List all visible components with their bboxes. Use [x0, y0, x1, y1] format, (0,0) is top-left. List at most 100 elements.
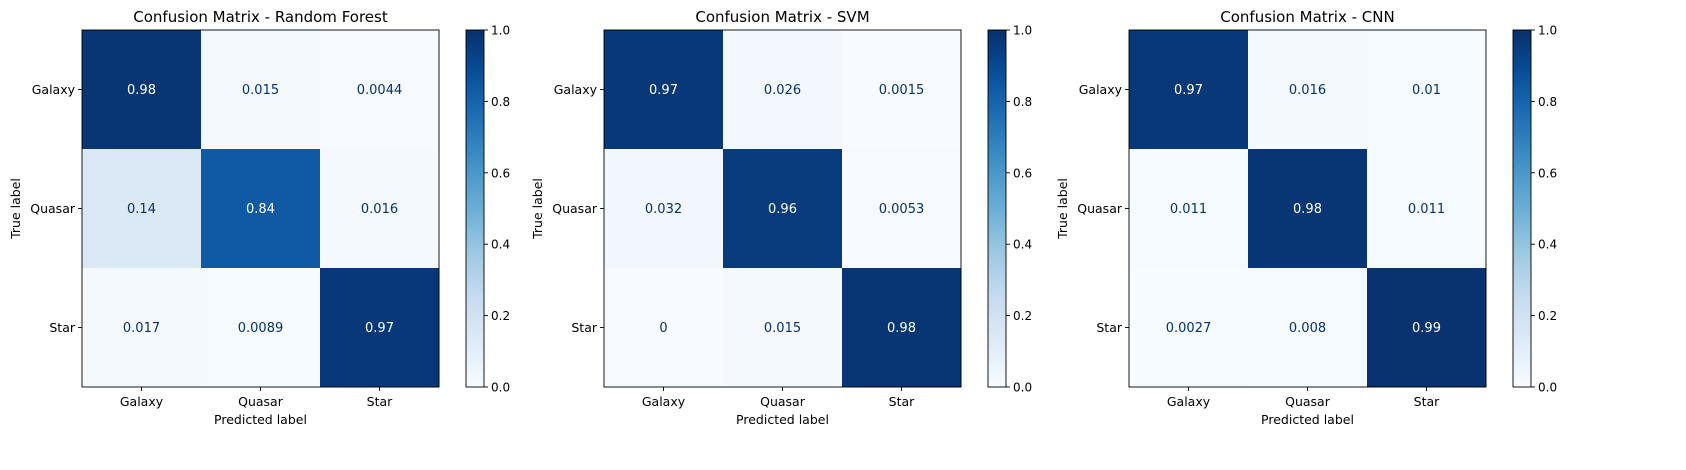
heatmap-cell: [82, 268, 202, 388]
heatmap-cell: [1248, 268, 1368, 388]
heatmap-cell: [842, 149, 962, 269]
y-tick-label: Star: [1096, 320, 1122, 335]
heatmap-cell: [604, 268, 724, 388]
y-tick-label: Quasar: [552, 201, 598, 216]
cell-value-label: 0.0015: [879, 83, 925, 98]
cell-value-label: 0.98: [127, 83, 156, 98]
y-tick-label: Galaxy: [32, 82, 76, 97]
cell-value-label: 0.015: [242, 83, 279, 98]
y-axis-label: True label: [530, 178, 545, 240]
heatmap-cell: [1129, 30, 1249, 150]
heatmap-cell: [723, 268, 843, 388]
x-tick-label: Star: [1414, 394, 1440, 409]
heatmap-cell: [320, 268, 440, 388]
cell-value-label: 0.0027: [1166, 321, 1212, 336]
chart-title: Confusion Matrix - SVM: [695, 8, 869, 26]
heatmap-cell: [1129, 149, 1249, 269]
cell-value-label: 0.14: [127, 202, 156, 217]
colorbar-tick-label: 0.0: [1538, 381, 1557, 395]
cell-value-label: 0.0089: [238, 321, 284, 336]
heatmap-cell: [201, 268, 321, 388]
colorbar-tick-label: 0.2: [1538, 309, 1557, 323]
cell-value-label: 0.99: [1412, 321, 1441, 336]
cell-value-label: 0.016: [1289, 83, 1326, 98]
x-tick-label: Galaxy: [120, 394, 164, 409]
heatmap-cell: [82, 30, 202, 150]
x-tick-label: Quasar: [238, 394, 284, 409]
colorbar-tick-label: 0.2: [491, 309, 510, 323]
colorbar-tick-label: 0.8: [1013, 95, 1032, 109]
colorbar: [1512, 29, 1532, 388]
y-tick-label: Star: [49, 320, 75, 335]
cell-value-label: 0.0053: [879, 202, 925, 217]
x-tick-label: Galaxy: [1167, 394, 1211, 409]
heatmap-cell: [604, 30, 724, 150]
colorbar-tick-label: 0.4: [491, 238, 510, 252]
heatmap-cell: [320, 149, 440, 269]
confusion-matrix-panel-3: Confusion Matrix - CNN 0.97 0.016 0.01 0.011…: [1055, 8, 1557, 427]
heatmap-cell: [1367, 30, 1487, 150]
colorbar-tick-label: 0.4: [1538, 238, 1557, 252]
colorbar-tick-label: 0.8: [1538, 95, 1557, 109]
cell-value-label: 0: [659, 321, 667, 336]
y-axis-label: True label: [1055, 178, 1070, 240]
y-tick-label: Galaxy: [1079, 82, 1123, 97]
colorbar-tick-label: 0.0: [1013, 381, 1032, 395]
colorbar: [987, 29, 1007, 388]
y-tick-label: Quasar: [30, 201, 76, 216]
heatmap-cell: [842, 268, 962, 388]
heatmap-cell: [201, 30, 321, 150]
x-tick-label: Star: [367, 394, 393, 409]
heatmap-cell: [604, 149, 724, 269]
colorbar-tick-label: 0.4: [1013, 238, 1032, 252]
colorbar-tick-label: 0.2: [1013, 309, 1032, 323]
heatmap-cell: [82, 149, 202, 269]
heatmap-cell: [1129, 268, 1249, 388]
cell-value-label: 0.96: [768, 202, 797, 217]
heatmap-cell: [723, 149, 843, 269]
heatmap-cell: [320, 30, 440, 150]
chart-title: Confusion Matrix - Random Forest: [133, 8, 388, 26]
cell-value-label: 0.016: [361, 202, 398, 217]
cell-value-label: 0.84: [246, 202, 275, 217]
cell-value-label: 0.008: [1289, 321, 1326, 336]
colorbar-tick-label: 0.6: [491, 166, 510, 180]
x-axis-label: Predicted label: [1261, 412, 1354, 427]
colorbar-tick-label: 1.0: [1013, 24, 1032, 38]
confusion-matrix-panel-2: Confusion Matrix - SVM 0.97 0.026 0.0015 0.0…: [530, 8, 1032, 427]
cell-value-label: 0.026: [764, 83, 801, 98]
colorbar-tick-label: 0.6: [1538, 166, 1557, 180]
heatmap-cell: [842, 30, 962, 150]
cell-value-label: 0.011: [1170, 202, 1207, 217]
heatmap-cell: [201, 149, 321, 269]
colorbar: [465, 29, 485, 388]
cell-value-label: 0.98: [1293, 202, 1322, 217]
x-tick-label: Quasar: [760, 394, 806, 409]
heatmap-cell: [723, 30, 843, 150]
colorbar-tick-label: 1.0: [1538, 24, 1557, 38]
cell-value-label: 0.0044: [357, 83, 403, 98]
y-tick-label: Star: [571, 320, 597, 335]
colorbar-tick-label: 1.0: [491, 24, 510, 38]
heatmap-cell: [1248, 30, 1368, 150]
colorbar-tick-label: 0.0: [491, 381, 510, 395]
cell-value-label: 0.011: [1408, 202, 1445, 217]
chart-title: Confusion Matrix - CNN: [1220, 8, 1394, 26]
colorbar-tick-label: 0.6: [1013, 166, 1032, 180]
y-axis-label: True label: [8, 178, 23, 240]
cell-value-label: 0.01: [1412, 83, 1441, 98]
cell-value-label: 0.032: [645, 202, 682, 217]
cell-value-label: 0.97: [1174, 83, 1203, 98]
x-tick-label: Quasar: [1285, 394, 1331, 409]
heatmap-cell: [1248, 149, 1368, 269]
y-tick-label: Galaxy: [554, 82, 598, 97]
cell-value-label: 0.97: [365, 321, 394, 336]
x-axis-label: Predicted label: [736, 412, 829, 427]
colorbar-tick-label: 0.8: [491, 95, 510, 109]
cell-value-label: 0.015: [764, 321, 801, 336]
x-tick-label: Galaxy: [642, 394, 686, 409]
heatmap-cell: [1367, 149, 1487, 269]
cell-value-label: 0.97: [649, 83, 678, 98]
